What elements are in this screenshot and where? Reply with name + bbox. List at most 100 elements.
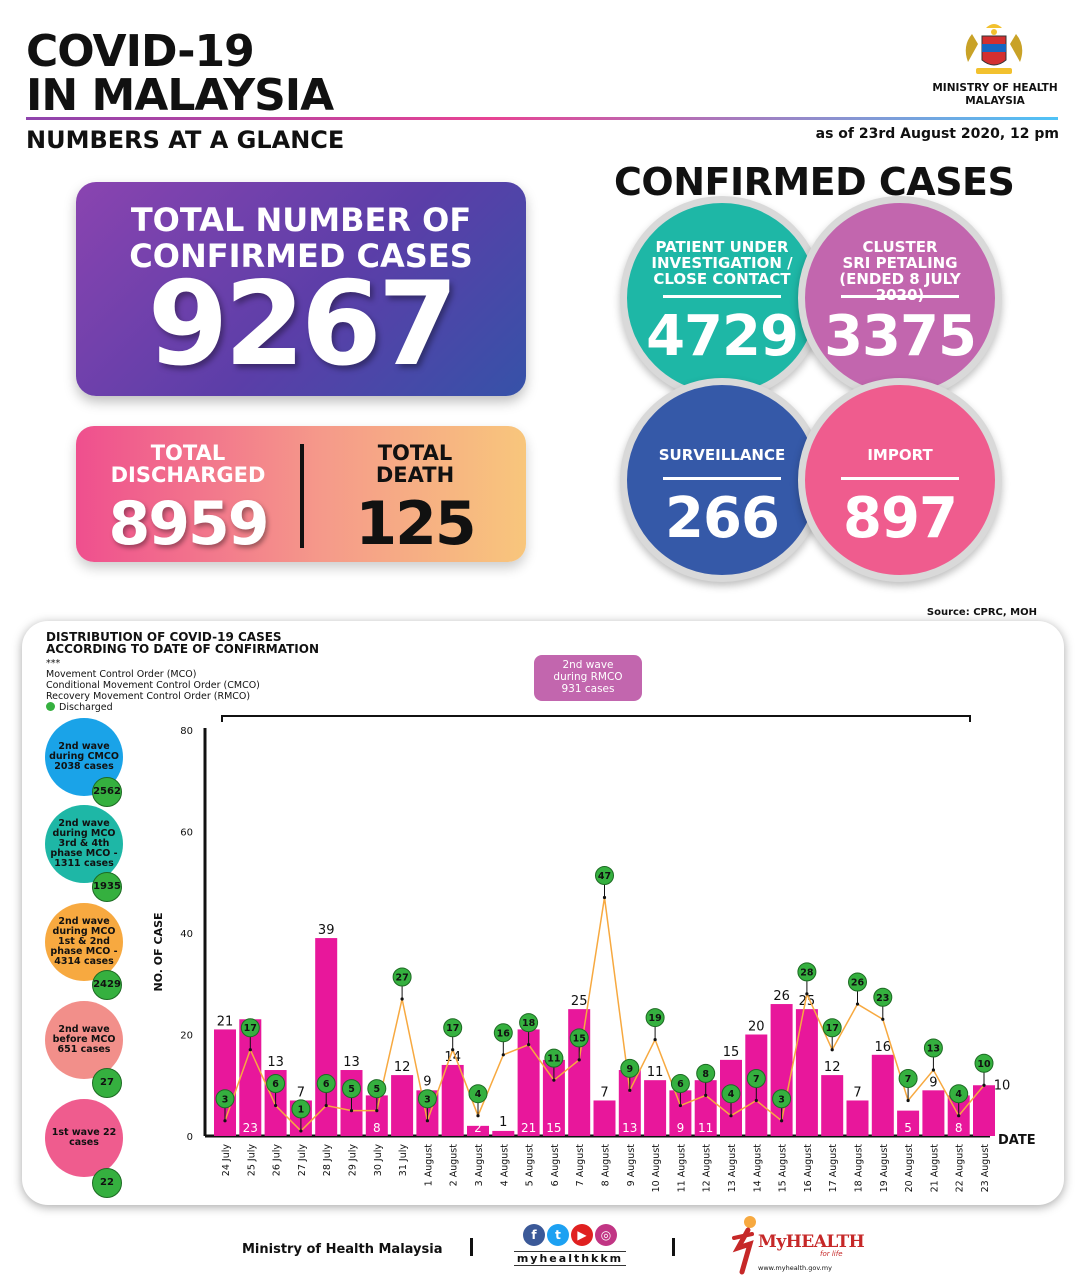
legend-rmco: Recovery Movement Control Order (RMCO) (46, 691, 251, 702)
bar (593, 1100, 616, 1136)
cluster-label-line-1: CLUSTER (862, 238, 938, 256)
panel-title-line-1: DISTRIBUTION OF COVID-19 CASES (46, 630, 282, 644)
bar (669, 1090, 692, 1136)
cluster-label-line-2: SRI PETALING (842, 254, 958, 272)
confirmed-cases-title: CONFIRMED CASES (614, 160, 1015, 204)
youtube-icon[interactable]: ▶ (571, 1224, 593, 1246)
bar-value-label: 26 (773, 989, 790, 1004)
surveillance-value: 266 (665, 486, 780, 551)
bar-value-label: 5 (904, 1121, 912, 1135)
discharged-value-label: 3 (222, 1094, 229, 1105)
bar-value-label: 16 (875, 1040, 892, 1055)
x-tick-label: 19 August (879, 1144, 890, 1193)
discharged-point (349, 1109, 354, 1113)
wave-circle-mco-3-4: 2nd wave during MCO 3rd & 4th phase MCO … (45, 805, 123, 883)
bar (239, 1019, 262, 1136)
discharged-value-label: 26 (851, 978, 865, 989)
bar-value-label: 1 (499, 1115, 507, 1130)
y-tick-label: 40 (180, 929, 193, 940)
x-tick-label: 2 August (449, 1144, 460, 1187)
bar (694, 1080, 717, 1136)
bar-value-label: 9 (677, 1121, 685, 1135)
wave-discharged-badge: 1935 (92, 872, 122, 902)
discharged-marker (797, 962, 817, 982)
bar (467, 1125, 489, 1136)
discharged-marker (240, 1018, 260, 1038)
facebook-icon[interactable]: f (523, 1224, 545, 1246)
bar-value-label: 11 (698, 1121, 713, 1135)
discharged-label: TOTAL DISCHARGED (76, 442, 300, 486)
bar-value-label: 13 (622, 1121, 637, 1135)
rmco-line-3: 931 cases (561, 683, 615, 695)
title-line-2: IN MALAYSIA (26, 70, 334, 121)
wave-label: 2nd wave during MCO 3rd & 4th phase MCO … (50, 818, 118, 869)
bar (517, 1029, 540, 1136)
twitter-icon[interactable]: t (547, 1224, 569, 1246)
discharged-point (931, 1068, 936, 1072)
page-subtitle: NUMBERS AT A GLANCE (26, 126, 345, 154)
bar-value-label: 39 (318, 923, 335, 938)
discharged-value-label: 15 (573, 1033, 586, 1044)
legend-cmco: Conditional Movement Control Order (CMCO… (46, 680, 260, 691)
discharged-point (324, 1103, 328, 1108)
discharged-marker (367, 1079, 387, 1099)
discharged-value-label: 6 (323, 1079, 330, 1090)
y-tick-label: 20 (180, 1031, 193, 1042)
discharged-point (906, 1098, 910, 1103)
legend-discharged: Discharged (46, 702, 260, 713)
discharged-point (476, 1114, 480, 1118)
discharged-value-label: 4 (728, 1089, 735, 1100)
discharged-marker (898, 1068, 918, 1088)
x-tick-label: 17 August (828, 1144, 839, 1193)
wave-label: 2nd wave during MCO 1st & 2nd phase MCO … (50, 916, 118, 967)
discharged-marker (392, 967, 412, 987)
discharged-point (805, 992, 809, 996)
pui-underline (663, 295, 781, 298)
discharged-point (855, 1002, 860, 1006)
instagram-icon[interactable]: ◎ (595, 1224, 617, 1246)
x-tick-label: 22 August (955, 1144, 966, 1193)
discharged-marker (670, 1074, 690, 1094)
discharged-value-label: 6 (677, 1079, 684, 1090)
wave-label: 2nd wave before MCO 651 cases (52, 1024, 116, 1055)
discharged-marker (493, 1023, 513, 1043)
bar-value-label: 14 (444, 1050, 461, 1065)
discharged-value-label: 47 (598, 871, 611, 882)
x-tick-label: 12 August (702, 1144, 713, 1193)
discharged-point (274, 1103, 278, 1108)
runner-icon (732, 1216, 756, 1275)
x-tick-label: 26 July (272, 1144, 283, 1177)
discharged-marker (544, 1048, 564, 1068)
import-label: IMPORT (867, 446, 933, 464)
discharged-value-label: 16 (497, 1028, 511, 1039)
x-tick-label: 18 August (854, 1144, 865, 1193)
x-tick-label: 10 August (651, 1144, 662, 1193)
wave-label: 2nd wave during CMCO 2038 cases (49, 741, 119, 772)
wave-label: 1st wave 22 cases (51, 1127, 117, 1148)
bar (795, 1009, 818, 1136)
bar (441, 1064, 464, 1136)
discharged-value-label: 1 (298, 1104, 305, 1115)
x-tick-label: 6 August (550, 1144, 561, 1187)
cluster-bubble: CLUSTER SRI PETALING (ENDED 8 JULY 2020)… (798, 196, 1002, 400)
as-of-date: as of 23rd August 2020, 12 pm (815, 126, 1059, 142)
death-value: 125 (355, 489, 476, 559)
wave-discharged-badge: 2562 (92, 777, 122, 807)
discharged-marker (746, 1068, 766, 1088)
discharged-point (982, 1083, 986, 1087)
myhealth-url: www.myhealth.gov.my (758, 1264, 832, 1272)
bar-value-label: 8 (955, 1121, 963, 1135)
x-tick-label: 24 July (221, 1144, 232, 1177)
discharged-value-label: 11 (547, 1054, 560, 1065)
total-confirmed-card: TOTAL NUMBER OF CONFIRMED CASES 9267 (76, 182, 526, 396)
discharged-value-label: 17 (826, 1023, 839, 1034)
cluster-value: 3375 (824, 304, 977, 369)
x-tick-label: 15 August (778, 1144, 789, 1193)
discharged-marker (316, 1074, 336, 1094)
discharged-value-label: 27 (395, 972, 408, 983)
discharged-value-label: 8 (702, 1069, 709, 1080)
bar-value-label: 15 (546, 1121, 561, 1135)
myhealth-logo: MyHEALTH for life www.myhealth.gov.my (728, 1214, 865, 1278)
coat-of-arms-icon (965, 24, 1023, 74)
bar-value-label: 23 (243, 1121, 258, 1135)
